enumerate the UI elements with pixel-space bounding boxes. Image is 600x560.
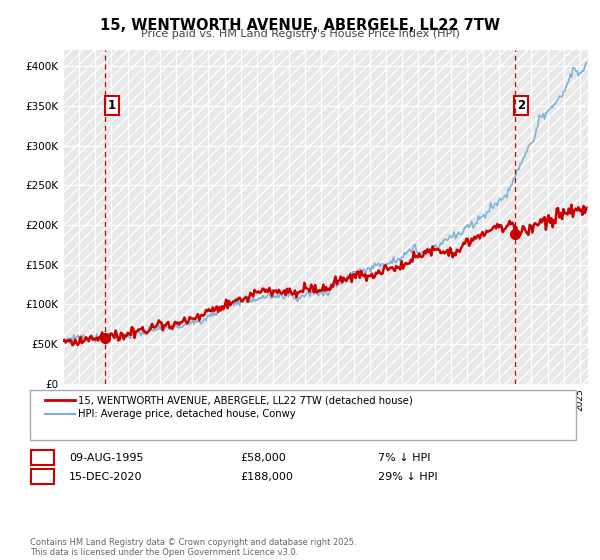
- Text: 7% ↓ HPI: 7% ↓ HPI: [378, 453, 431, 463]
- Text: 2: 2: [517, 99, 525, 112]
- Text: 15, WENTWORTH AVENUE, ABERGELE, LL22 7TW: 15, WENTWORTH AVENUE, ABERGELE, LL22 7TW: [100, 18, 500, 33]
- Text: £188,000: £188,000: [240, 472, 293, 482]
- Text: Contains HM Land Registry data © Crown copyright and database right 2025.
This d: Contains HM Land Registry data © Crown c…: [30, 538, 356, 557]
- Text: HPI: Average price, detached house, Conwy: HPI: Average price, detached house, Conw…: [78, 409, 296, 419]
- Text: 09-AUG-1995: 09-AUG-1995: [69, 453, 143, 463]
- Text: 1: 1: [107, 99, 116, 112]
- Text: 29% ↓ HPI: 29% ↓ HPI: [378, 472, 437, 482]
- Text: 15-DEC-2020: 15-DEC-2020: [69, 472, 143, 482]
- Text: 1: 1: [38, 451, 47, 465]
- Text: Price paid vs. HM Land Registry's House Price Index (HPI): Price paid vs. HM Land Registry's House …: [140, 29, 460, 39]
- Text: 2: 2: [38, 470, 47, 484]
- Text: £58,000: £58,000: [240, 453, 286, 463]
- Text: 15, WENTWORTH AVENUE, ABERGELE, LL22 7TW (detached house): 15, WENTWORTH AVENUE, ABERGELE, LL22 7TW…: [78, 395, 413, 405]
